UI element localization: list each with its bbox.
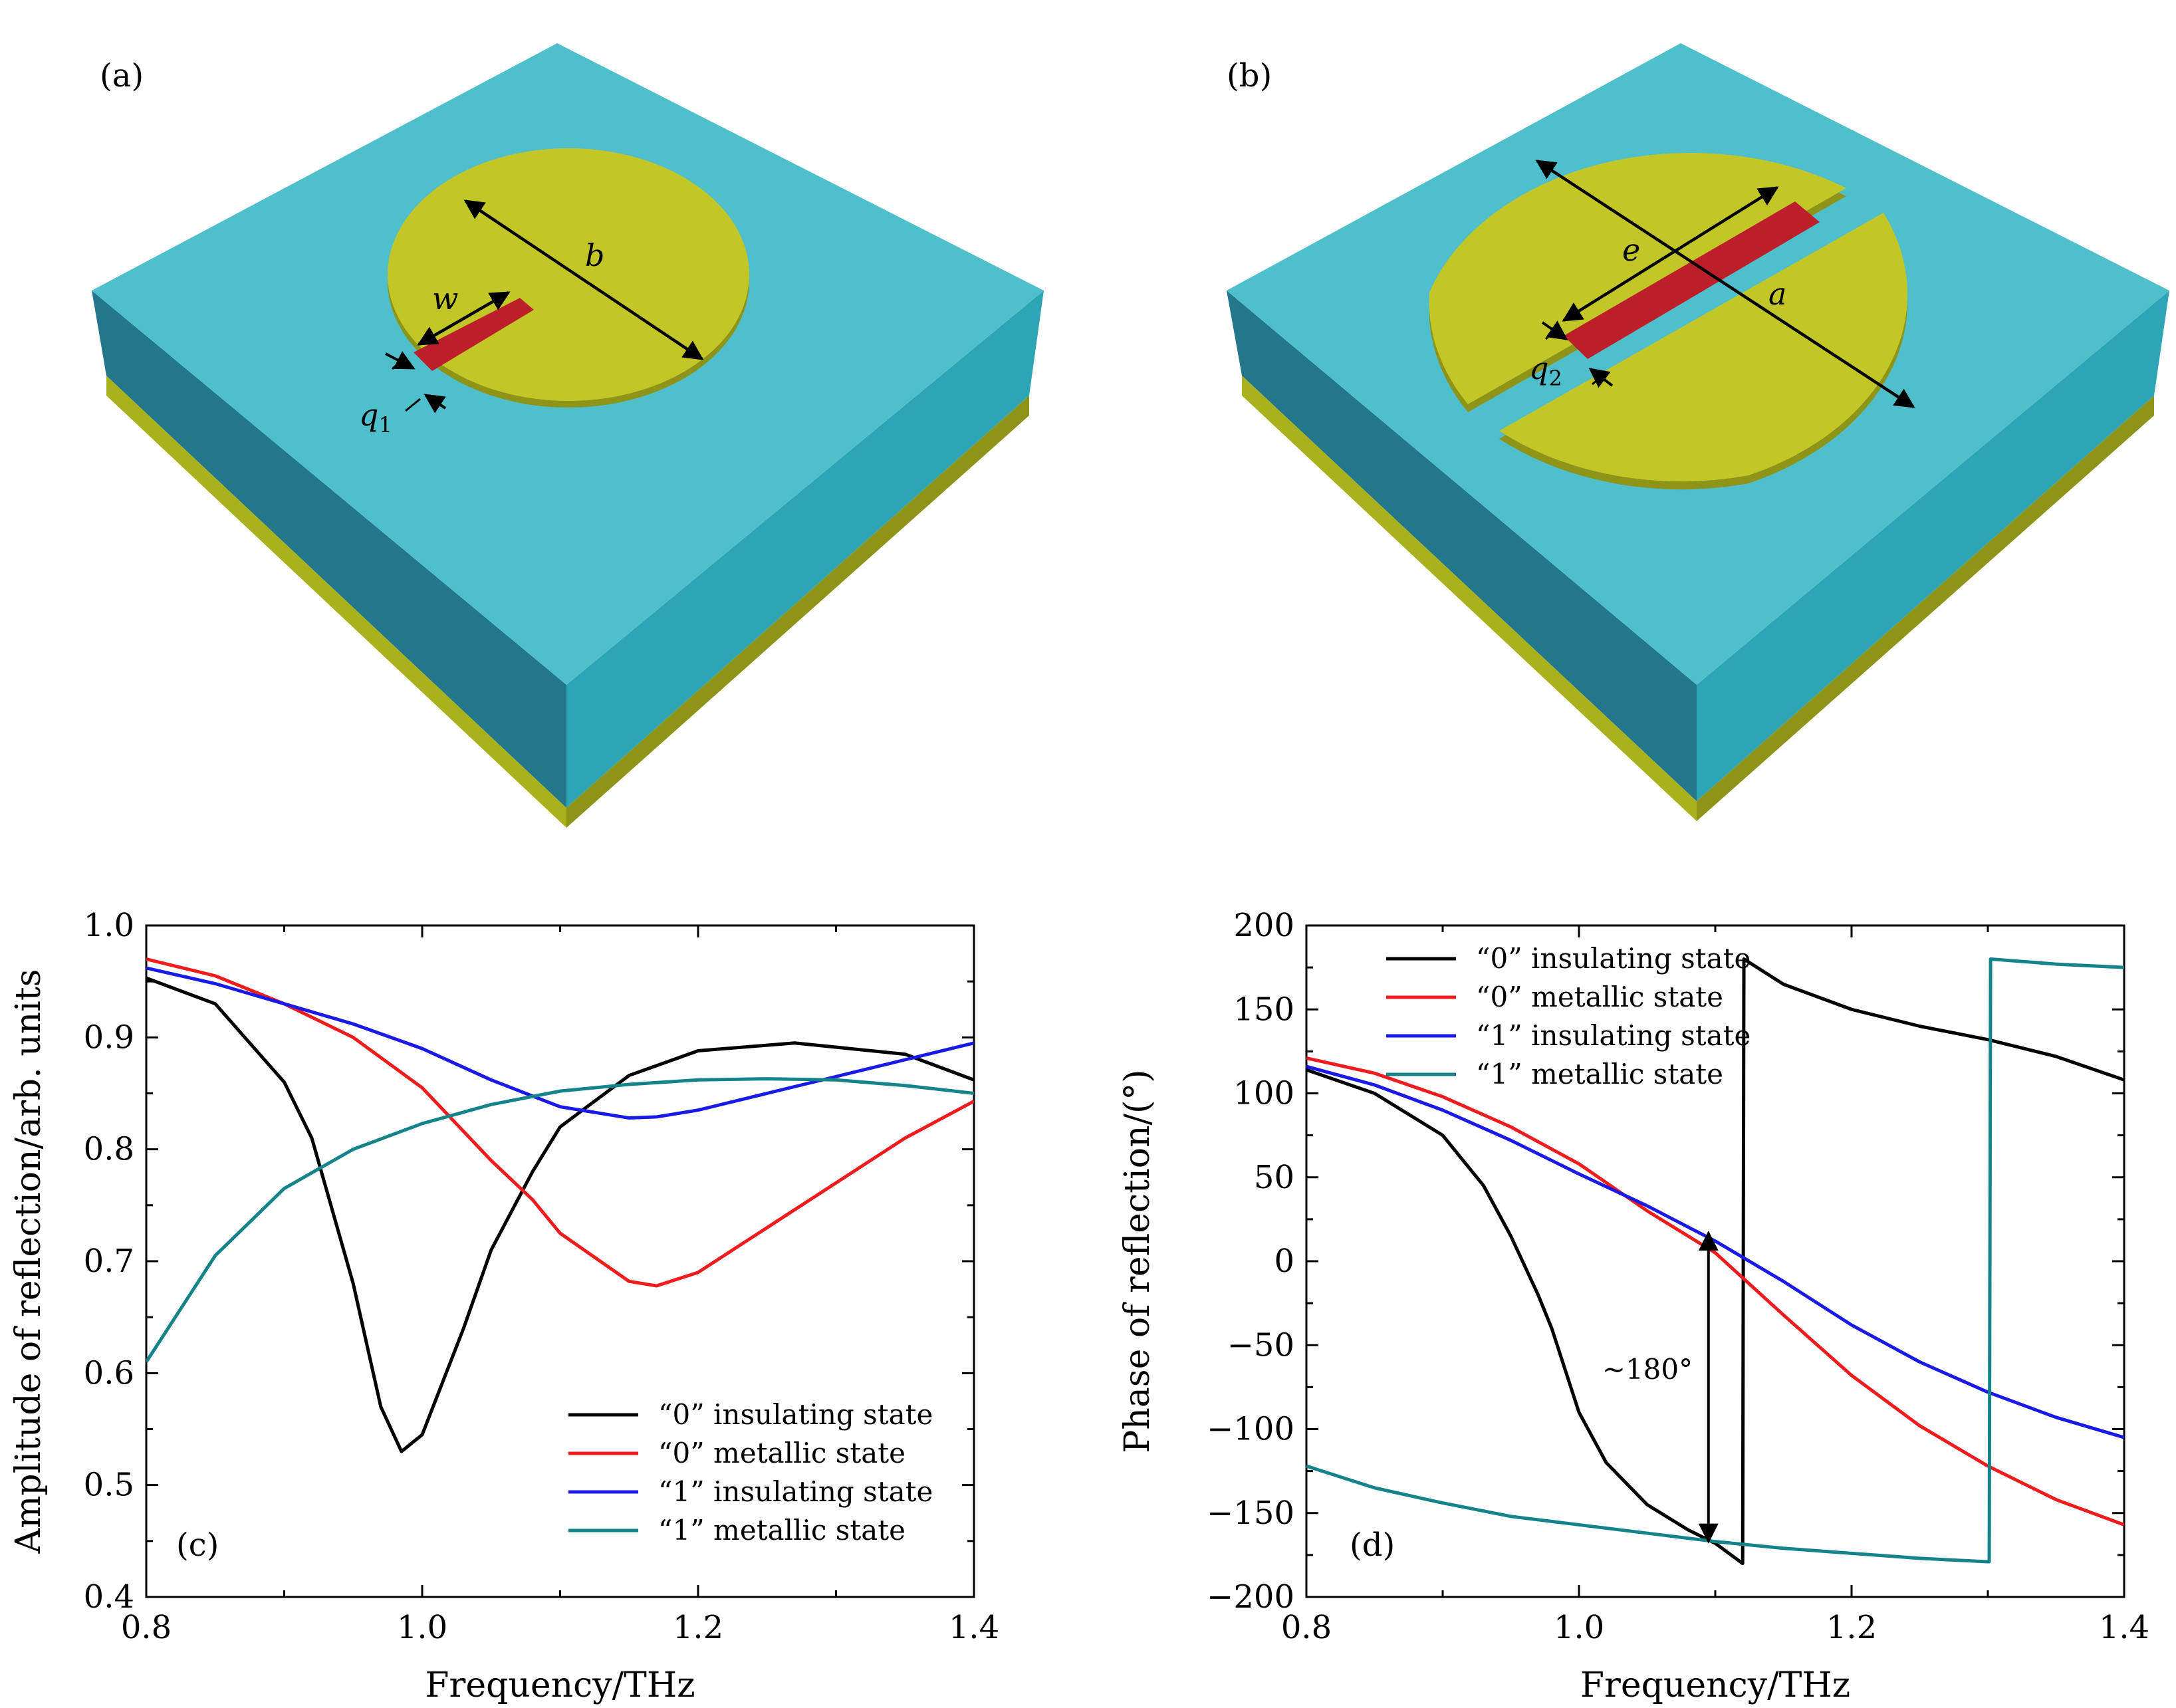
y-tick-label: 0.5 xyxy=(84,1467,134,1504)
panel-b-substrate-left-face xyxy=(1227,291,1697,801)
legend-entry: “0” metallic state xyxy=(1476,981,1723,1013)
panel-a-dim-b-arrow xyxy=(463,199,704,360)
panel-b-substrate-right-face xyxy=(1697,291,2169,801)
series-line-0 xyxy=(1306,957,2124,1565)
y-tick-label: 0.6 xyxy=(84,1354,134,1392)
panel-a-substrate-left-face xyxy=(92,291,566,808)
x-tick-label: 1.2 xyxy=(673,1609,723,1646)
amplitude-chart: 0.8 1.0 1.2 1.4 0.4 0.5 0.6 0.7 0.8 0.9 1.0 Frequen… xyxy=(9,907,999,1705)
series-line-2 xyxy=(146,966,974,1120)
panel-b-dim-q2-label: q2 xyxy=(1529,350,1562,391)
panel-a-unit-cell: (a) b w q1 xyxy=(92,43,1044,828)
y-tick-label: 150 xyxy=(1233,991,1294,1028)
panel-b-label: (b) xyxy=(1227,57,1272,94)
panel-label: (c) xyxy=(176,1526,219,1564)
y-tick-label: −150 xyxy=(1207,1495,1294,1532)
legend-entry: “0” insulating state xyxy=(658,1398,933,1431)
series-line-1 xyxy=(146,957,974,1288)
legend-entry: “0” metallic state xyxy=(658,1437,906,1469)
x-tick-label: 1.0 xyxy=(397,1609,447,1646)
panel-b-dim-a-label: a xyxy=(1768,276,1786,312)
legend-entry: “1” metallic state xyxy=(658,1514,906,1546)
x-axis-title: Frequency/THz xyxy=(425,1665,695,1705)
panel-b-dim-q2-tick2 xyxy=(1591,371,1607,386)
x-tick-label: 0.8 xyxy=(1281,1609,1332,1646)
x-tick-label: 0.8 xyxy=(121,1609,172,1646)
legend-entry: “1” insulating state xyxy=(658,1475,933,1508)
panel-b-dim-e-label: e xyxy=(1622,232,1640,268)
phase-chart: 0.8 1.0 1.2 1.4 −200 −150 −100 −50 0 50 100 150 200 F… xyxy=(1118,907,2149,1705)
panel-b-unit-cell: (b) a e q2 xyxy=(1227,43,2169,821)
y-tick-label: 100 xyxy=(1233,1075,1294,1112)
series-line-3 xyxy=(1306,957,2124,1564)
series-line-3 xyxy=(146,1077,974,1363)
series-line-0 xyxy=(146,976,974,1453)
panel-a-gold-ground-left xyxy=(106,376,566,828)
y-tick-label: 0.8 xyxy=(84,1131,134,1168)
y-axis-title: Phase of reflection/(°) xyxy=(1118,1069,1157,1453)
panel-a-dim-q1-tick xyxy=(391,355,407,370)
y-tick-label: 0.4 xyxy=(84,1578,134,1616)
y-tick-label: 50 xyxy=(1254,1159,1294,1196)
y-tick-label: −50 xyxy=(1227,1326,1294,1364)
x-axis-title: Frequency/THz xyxy=(1580,1665,1850,1705)
y-tick-label: 200 xyxy=(1233,907,1294,944)
x-tick-label: 1.4 xyxy=(949,1609,999,1646)
panel-b-dim-q2-tick xyxy=(1544,326,1560,340)
panel-a-gold-ground-right xyxy=(566,396,1029,828)
y-tick-label: 0 xyxy=(1274,1243,1294,1280)
panel-label: (d) xyxy=(1350,1526,1395,1564)
panel-a-dim-b-label: b xyxy=(585,237,604,273)
panel-a-dim-q1-arrow-bottom xyxy=(423,394,447,414)
panel-b-gold-ground-right xyxy=(1697,396,2154,821)
panel-a-dim-w-arrow xyxy=(417,291,511,346)
phase-difference-label: ~180° xyxy=(1602,1353,1693,1386)
x-tick-label: 1.0 xyxy=(1554,1609,1604,1646)
legend-entry: “1” metallic state xyxy=(1476,1058,1723,1090)
panel-a-substrate-right-face xyxy=(566,291,1044,808)
panel-a-dim-q1-label: q1 xyxy=(359,397,392,437)
panel-b-dim-e-arrow xyxy=(1562,186,1779,322)
y-axis-title: Amplitude of reflection/arb. units xyxy=(9,969,49,1554)
y-tick-label: 1.0 xyxy=(84,907,134,944)
panel-a-label: (a) xyxy=(100,57,144,94)
y-tick-label: 0.7 xyxy=(84,1243,134,1280)
legend-entry: “1” insulating state xyxy=(1476,1019,1751,1052)
y-tick-label: −100 xyxy=(1207,1411,1294,1448)
y-tick-label: −200 xyxy=(1207,1578,1294,1616)
series-group xyxy=(146,957,974,1453)
panel-a-dim-w-label: w xyxy=(432,281,458,316)
y-tick-label: 0.9 xyxy=(84,1019,134,1056)
legend-entry: “0” insulating state xyxy=(1476,942,1751,975)
panel-a-dim-q1-tick2 xyxy=(405,398,421,412)
panel-b-gold-ground-left xyxy=(1242,376,1697,821)
x-tick-label: 1.4 xyxy=(2099,1609,2149,1646)
x-tick-label: 1.2 xyxy=(1826,1609,1877,1646)
